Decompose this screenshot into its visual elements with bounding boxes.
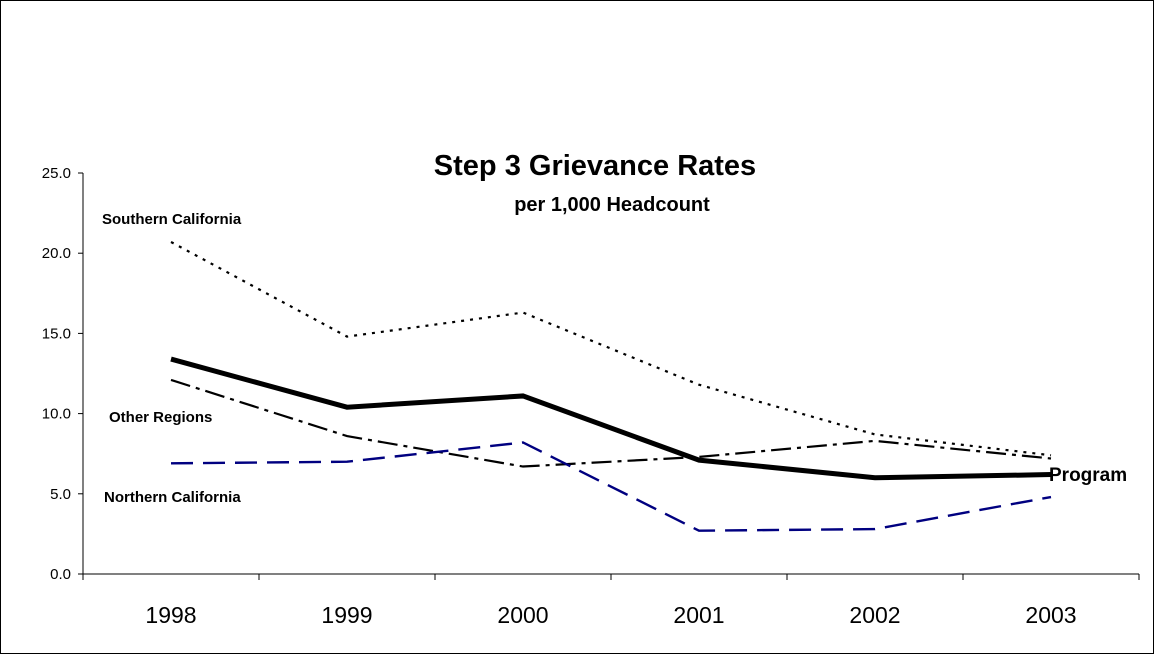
series-label-other-regions: Other Regions [109, 409, 212, 426]
x-tick-label: 1998 [145, 602, 196, 628]
x-tick-label: 2002 [849, 602, 900, 628]
chart-title: Step 3 Grievance Rates [434, 150, 756, 182]
series-label-southern-california: Southern California [102, 211, 242, 228]
series-label-northern-california: Northern California [104, 489, 241, 506]
y-tick-label: 25.0 [42, 165, 71, 182]
series-line-northern-california [170, 441, 1052, 532]
x-tick-label: 1999 [321, 602, 372, 628]
chart-subtitle: per 1,000 Headcount [514, 194, 710, 216]
series-label-program: Program [1049, 465, 1127, 486]
x-tick-label: 2003 [1025, 602, 1076, 628]
labels-layer: Southern California Other Regions Program N… [102, 211, 1127, 506]
series-line-southern-california [170, 241, 1052, 457]
series-line-program [170, 356, 1052, 481]
y-tick-label: 5.0 [50, 486, 71, 503]
series-line-other-regions [170, 378, 1052, 468]
y-tick-label: 0.0 [50, 566, 71, 583]
x-tick-label: 2001 [673, 602, 724, 628]
x-tick-label: 2000 [497, 602, 548, 628]
y-tick-label: 15.0 [42, 325, 71, 342]
series-layer [170, 241, 1052, 532]
y-tick-label: 20.0 [42, 245, 71, 262]
y-tick-label: 10.0 [42, 406, 71, 423]
axes: 0.0 5.0 10.0 15.0 20.0 25.0 1998 1999 2000 2001 20… [42, 165, 1140, 628]
